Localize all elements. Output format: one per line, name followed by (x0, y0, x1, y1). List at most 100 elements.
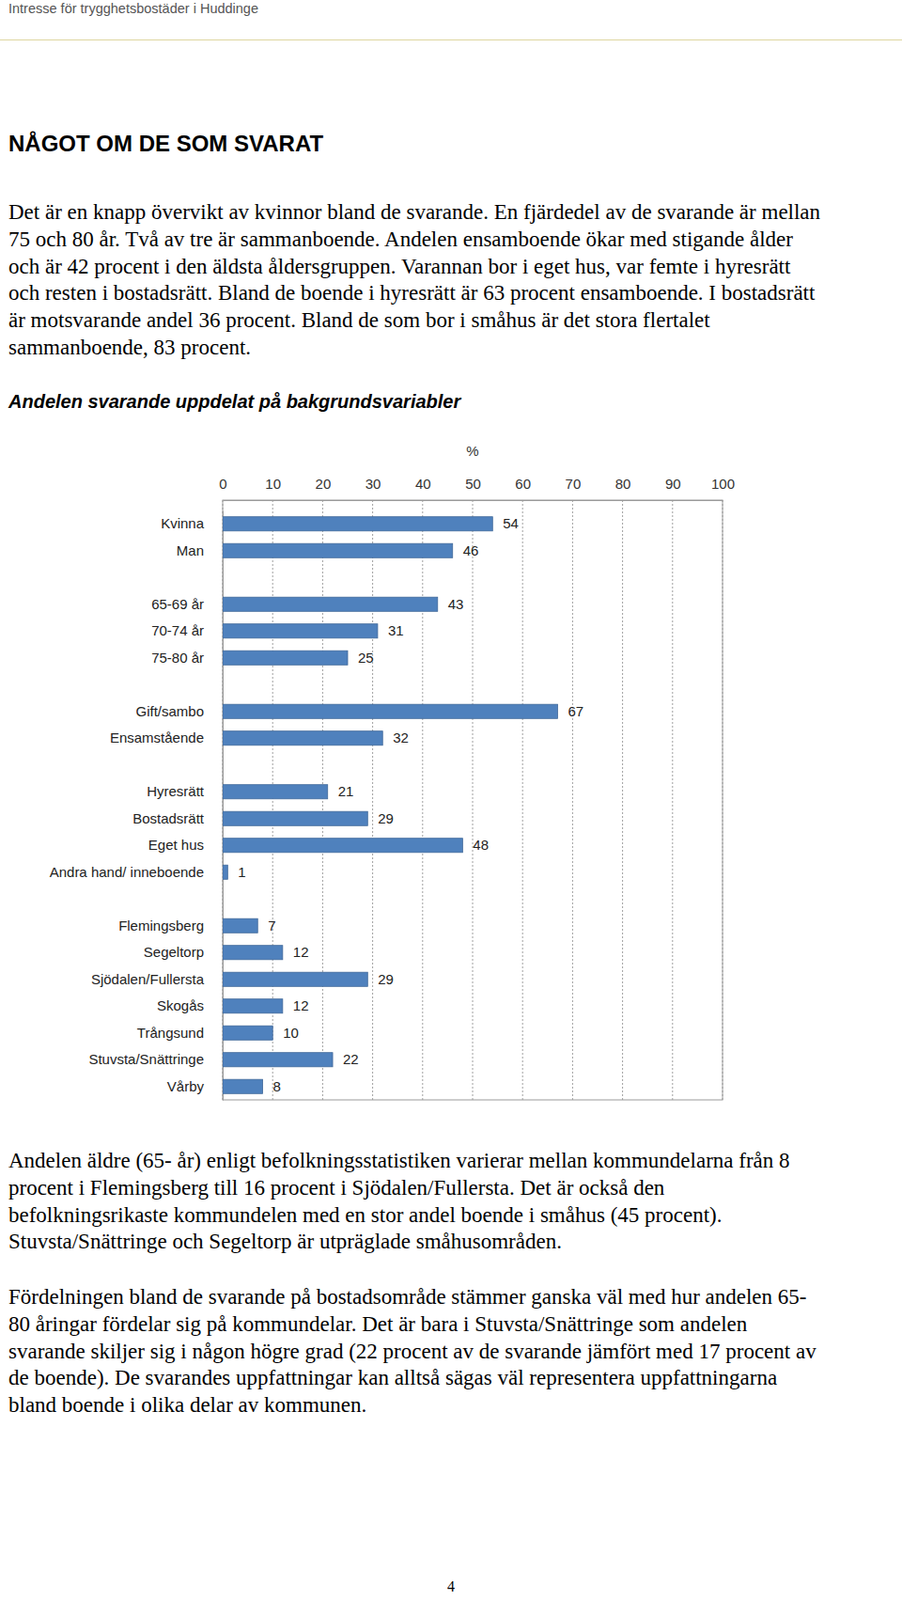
category-label: Man (176, 542, 204, 559)
tick: Trångsund (137, 1024, 223, 1041)
category-label: Kvinna (160, 514, 205, 531)
bar (222, 864, 228, 879)
grid (222, 499, 723, 1100)
bar (222, 917, 258, 933)
data-label: 12 (293, 943, 310, 960)
data-label: 43 (448, 595, 465, 612)
text-line: Fördelningen bland de svarande på bostad… (8, 1283, 807, 1311)
bar (222, 596, 438, 611)
tick: 90 (665, 475, 682, 500)
tick-label: 10 (264, 475, 281, 492)
bar (222, 1025, 273, 1040)
data-label: 8 (273, 1077, 281, 1094)
tick: 65-69 år (151, 595, 223, 612)
bar (222, 838, 463, 853)
grid-line (622, 499, 623, 1100)
tick-label: 80 (615, 475, 632, 492)
bar (222, 623, 378, 638)
data-label: 10 (282, 1024, 299, 1041)
text-line: de boende). De svarandes uppfattningar k… (8, 1364, 778, 1392)
data-label: 29 (377, 809, 394, 826)
tick: 70 (565, 475, 582, 500)
data-label: 32 (392, 729, 409, 746)
tick: 60 (514, 475, 531, 500)
text-line: Andelen äldre (65- år) enligt befolkning… (8, 1147, 791, 1175)
tick: Flemingsberg (118, 917, 223, 934)
tick-label: 20 (315, 475, 332, 492)
text-line: befolkningsrikaste kommundelen med en st… (8, 1201, 722, 1229)
tick: 50 (465, 475, 482, 500)
tick-label: 90 (665, 475, 682, 492)
category-label: Gift/sambo (135, 702, 204, 719)
tick: 100 (711, 475, 735, 500)
bar (222, 784, 328, 799)
grid-line (322, 499, 324, 1100)
text-line: svarande skiljer sig i någon högre grad … (8, 1337, 817, 1366)
bar (222, 945, 283, 960)
category-label: Vårby (167, 1077, 205, 1094)
tick: Andra hand/ inneboende (49, 863, 223, 880)
tick: Stuvsta/Snättringe (88, 1050, 223, 1067)
tick: Sjödalen/Fullersta (91, 970, 223, 987)
bar (222, 730, 383, 746)
text-line: och är 42 procent i den äldsta åldersgru… (8, 253, 791, 281)
tick: Eget hus (148, 836, 223, 853)
grid-line (372, 499, 374, 1100)
category-label: 70-74 år (151, 622, 204, 638)
tick-label: 30 (365, 475, 382, 492)
bar (222, 650, 348, 665)
bars (222, 516, 558, 1094)
chart: Andelen svarande uppdelat på bakgrundsva… (0, 0, 902, 1147)
tick-label: 70 (565, 475, 582, 492)
data-label: 25 (357, 649, 374, 666)
category-label: Segeltorp (143, 943, 204, 960)
category-label: Hyresrätt (146, 782, 205, 799)
bar (222, 998, 283, 1013)
bar (222, 703, 558, 718)
data-label: 7 (267, 917, 276, 934)
text-line: Det är en knapp övervikt av kvinnor blan… (8, 199, 821, 227)
tick: 40 (415, 475, 432, 500)
tick: Kvinna (160, 514, 223, 531)
category-label: Eget hus (148, 836, 204, 853)
text-line: bland boende i olika delar av kommunen. (8, 1391, 367, 1419)
category-label: Flemingsberg (118, 917, 204, 934)
text-line: och resten i bostadsrätt. Bland de boend… (8, 279, 815, 308)
grid-line (671, 499, 673, 1100)
data-label: 22 (342, 1050, 359, 1067)
category-label: Sjödalen/Fullersta (91, 970, 205, 987)
text-line: procent i Flemingsberg till 16 procent i… (8, 1174, 665, 1202)
page-number: 4 (0, 1577, 902, 1595)
tick: Segeltorp (143, 943, 223, 960)
tick: Hyresrätt (146, 782, 223, 799)
category-label: Trångsund (137, 1024, 204, 1041)
header-rule (0, 39, 902, 41)
text-line: Stuvsta/Snättringe och Segeltorp är utpr… (8, 1228, 562, 1256)
data-label: 31 (388, 622, 405, 638)
data-label: 54 (502, 514, 519, 531)
data-label: 1 (237, 863, 246, 880)
text-line: sammanboende, 83 procent. (8, 334, 251, 362)
tick-label: 60 (514, 475, 531, 492)
data-label: 12 (293, 996, 310, 1013)
category-label: 75-80 år (151, 649, 204, 666)
y-axis: Kvinna Man 65-69 år 70-74 år 75-80 år Gift/sa… (49, 511, 224, 1101)
data-label: 48 (472, 836, 489, 853)
tick: 75-80 år (151, 649, 223, 666)
category-label: Skogås (156, 996, 204, 1013)
tick-label: 40 (415, 475, 432, 492)
data-label: 21 (338, 782, 355, 799)
text-line: 80 åringar fördelar sig på kommundelar. … (8, 1310, 747, 1338)
tick: Man (176, 542, 223, 559)
tick-label: 0 (218, 475, 227, 492)
tick: 20 (315, 475, 332, 500)
data-label: 67 (567, 702, 584, 719)
bar (222, 1052, 333, 1067)
category-label: Bostadsrätt (132, 809, 205, 826)
tick: 30 (365, 475, 382, 500)
grid-line (421, 499, 423, 1100)
grid-line (472, 499, 474, 1100)
category-label: Stuvsta/Snättringe (88, 1050, 204, 1067)
tick-label: 100 (711, 475, 735, 492)
axis-title: % (466, 442, 479, 459)
